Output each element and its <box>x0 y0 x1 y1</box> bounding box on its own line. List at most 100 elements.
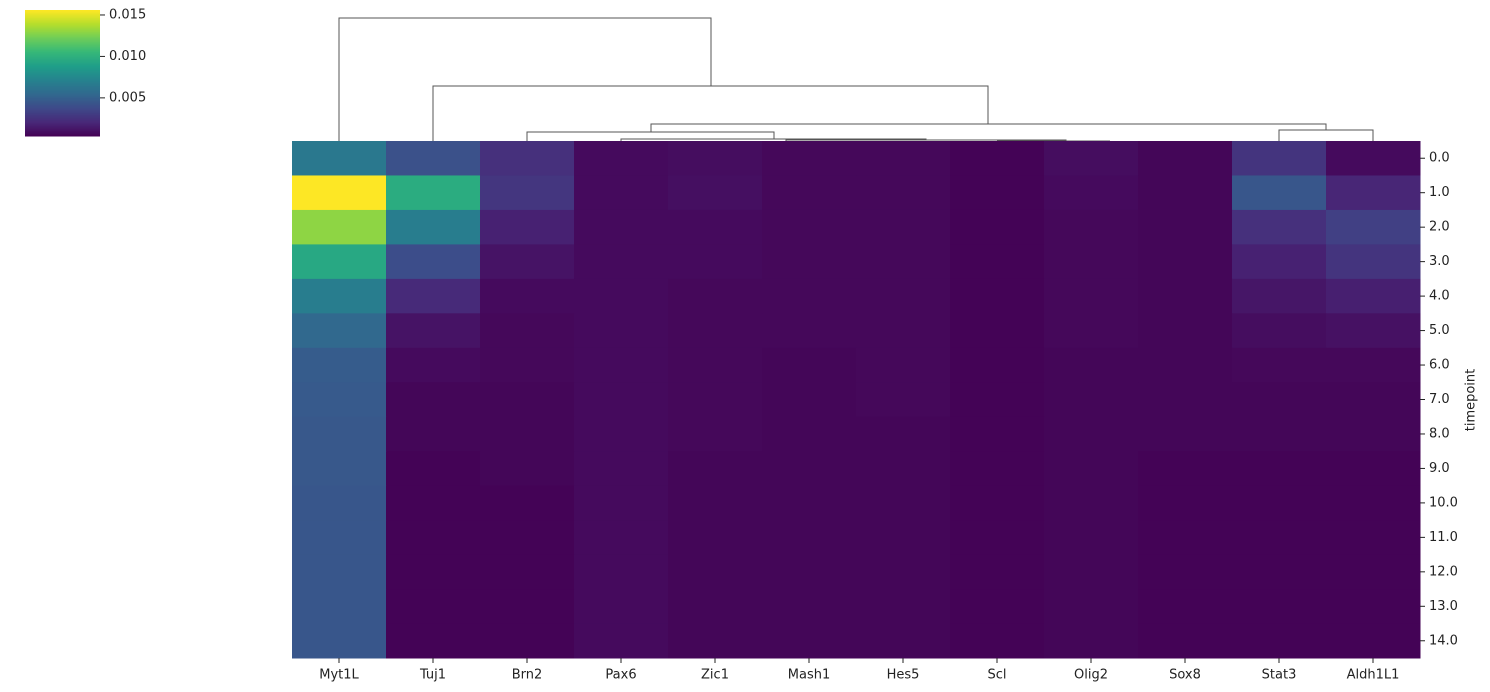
heatmap-cell <box>1044 416 1139 452</box>
colorbar-segment <box>25 95 100 98</box>
heatmap-cell <box>292 589 387 625</box>
heatmap-cell <box>950 520 1045 556</box>
heatmap-cell <box>762 451 857 487</box>
colorbar-segment <box>25 49 100 51</box>
heatmap-cell <box>1044 209 1139 245</box>
heatmap-cell <box>386 554 481 590</box>
heatmap-cell <box>1044 244 1139 280</box>
heatmap-cell <box>574 175 669 211</box>
colorbar-segment <box>25 94 100 97</box>
heatmap-cell <box>668 278 763 314</box>
colorbar-segment <box>25 36 100 39</box>
heatmap-cell <box>1138 313 1233 349</box>
heatmap-cell <box>1138 347 1233 383</box>
heatmap-cell <box>950 347 1045 383</box>
colorbar-segment <box>25 74 100 77</box>
colorbar-segment <box>25 54 100 56</box>
heatmap-cell <box>1326 589 1421 625</box>
heatmap-cell <box>386 416 481 452</box>
colorbar-segment <box>25 59 100 61</box>
colorbar-segment <box>25 129 100 132</box>
heatmap-cell <box>1044 623 1139 659</box>
colorbar-segment <box>25 64 100 66</box>
heatmap-cell <box>1138 278 1233 314</box>
heatmap-cell <box>1326 209 1421 245</box>
y-tick-label: 5.0 <box>1429 323 1450 338</box>
heatmap-cell <box>1044 554 1139 590</box>
heatmap-cell <box>668 244 763 280</box>
heatmap-cell <box>762 347 857 383</box>
colorbar-segment <box>25 10 100 12</box>
colorbar-segment <box>25 28 100 31</box>
heatmap-cell <box>574 485 669 521</box>
colorbar-segment <box>25 134 100 137</box>
heatmap-cell <box>668 554 763 590</box>
heatmap-cell <box>856 244 951 280</box>
heatmap-cell <box>292 278 387 314</box>
heatmap-cell <box>574 589 669 625</box>
heatmap-cell <box>480 313 575 349</box>
colorbar-segment <box>25 22 100 25</box>
colorbar-segment <box>25 41 100 44</box>
colorbar-segment <box>25 47 100 50</box>
heatmap-cell <box>1138 244 1233 280</box>
heatmap-cell <box>1326 244 1421 280</box>
heatmap-cell <box>1326 451 1421 487</box>
heatmap-cell <box>950 278 1045 314</box>
colorbar-segment <box>25 103 100 105</box>
heatmap-cell <box>1138 209 1233 245</box>
colorbar-segment <box>25 67 100 70</box>
x-tick-label: Mash1 <box>788 668 830 683</box>
heatmap-cell <box>1232 451 1327 487</box>
heatmap-cell <box>856 347 951 383</box>
colorbar-segment <box>25 90 100 93</box>
heatmap-cell <box>762 520 857 556</box>
colorbar-segment <box>25 83 100 85</box>
colorbar-segment <box>25 51 100 54</box>
colorbar-segment <box>25 85 100 88</box>
heatmap-cell <box>292 623 387 659</box>
colorbar-segment <box>25 123 100 126</box>
x-tick-label: Pax6 <box>605 668 636 683</box>
heatmap-cell <box>1044 382 1139 418</box>
dendrogram-link <box>338 17 712 141</box>
heatmap-cell <box>480 209 575 245</box>
heatmap-cell <box>950 451 1045 487</box>
heatmap-cell <box>1232 347 1327 383</box>
colorbar-segment <box>25 99 100 102</box>
colorbar-segment <box>25 40 100 42</box>
colorbar-segment <box>25 93 100 95</box>
colorbar-segment <box>25 27 100 30</box>
heatmap-cell <box>1138 416 1233 452</box>
heatmap-cell <box>1138 485 1233 521</box>
heatmap-cell <box>386 278 481 314</box>
heatmap-cell <box>480 520 575 556</box>
x-tick-label: Scl <box>987 668 1006 683</box>
heatmap-cell <box>386 175 481 211</box>
colorbar-segment <box>25 16 100 19</box>
colorbar-segment <box>25 20 100 22</box>
colorbar-segment <box>25 84 100 87</box>
y-tick-label: 10.0 <box>1429 495 1458 510</box>
heatmap-cell <box>1138 451 1233 487</box>
y-tick-label: 9.0 <box>1429 461 1450 476</box>
colorbar-segment <box>25 31 100 34</box>
colorbar-segment <box>25 79 100 82</box>
heatmap-cell <box>1232 175 1327 211</box>
heatmap-cell <box>574 623 669 659</box>
heatmap-cell <box>1138 520 1233 556</box>
heatmap-cell <box>386 313 481 349</box>
x-tick-label: Olig2 <box>1074 668 1108 683</box>
colorbar-segment <box>25 42 100 45</box>
heatmap-cell <box>762 382 857 418</box>
dendrogram-link <box>650 123 1327 132</box>
heatmap-cell <box>1232 520 1327 556</box>
heatmap-cell <box>856 451 951 487</box>
y-tick-label: 6.0 <box>1429 358 1450 373</box>
heatmap-cell <box>574 451 669 487</box>
heatmap-cell <box>386 623 481 659</box>
heatmap-cell <box>1138 141 1233 176</box>
y-tick-label: 12.0 <box>1429 564 1458 579</box>
heatmap-cell <box>950 416 1045 452</box>
